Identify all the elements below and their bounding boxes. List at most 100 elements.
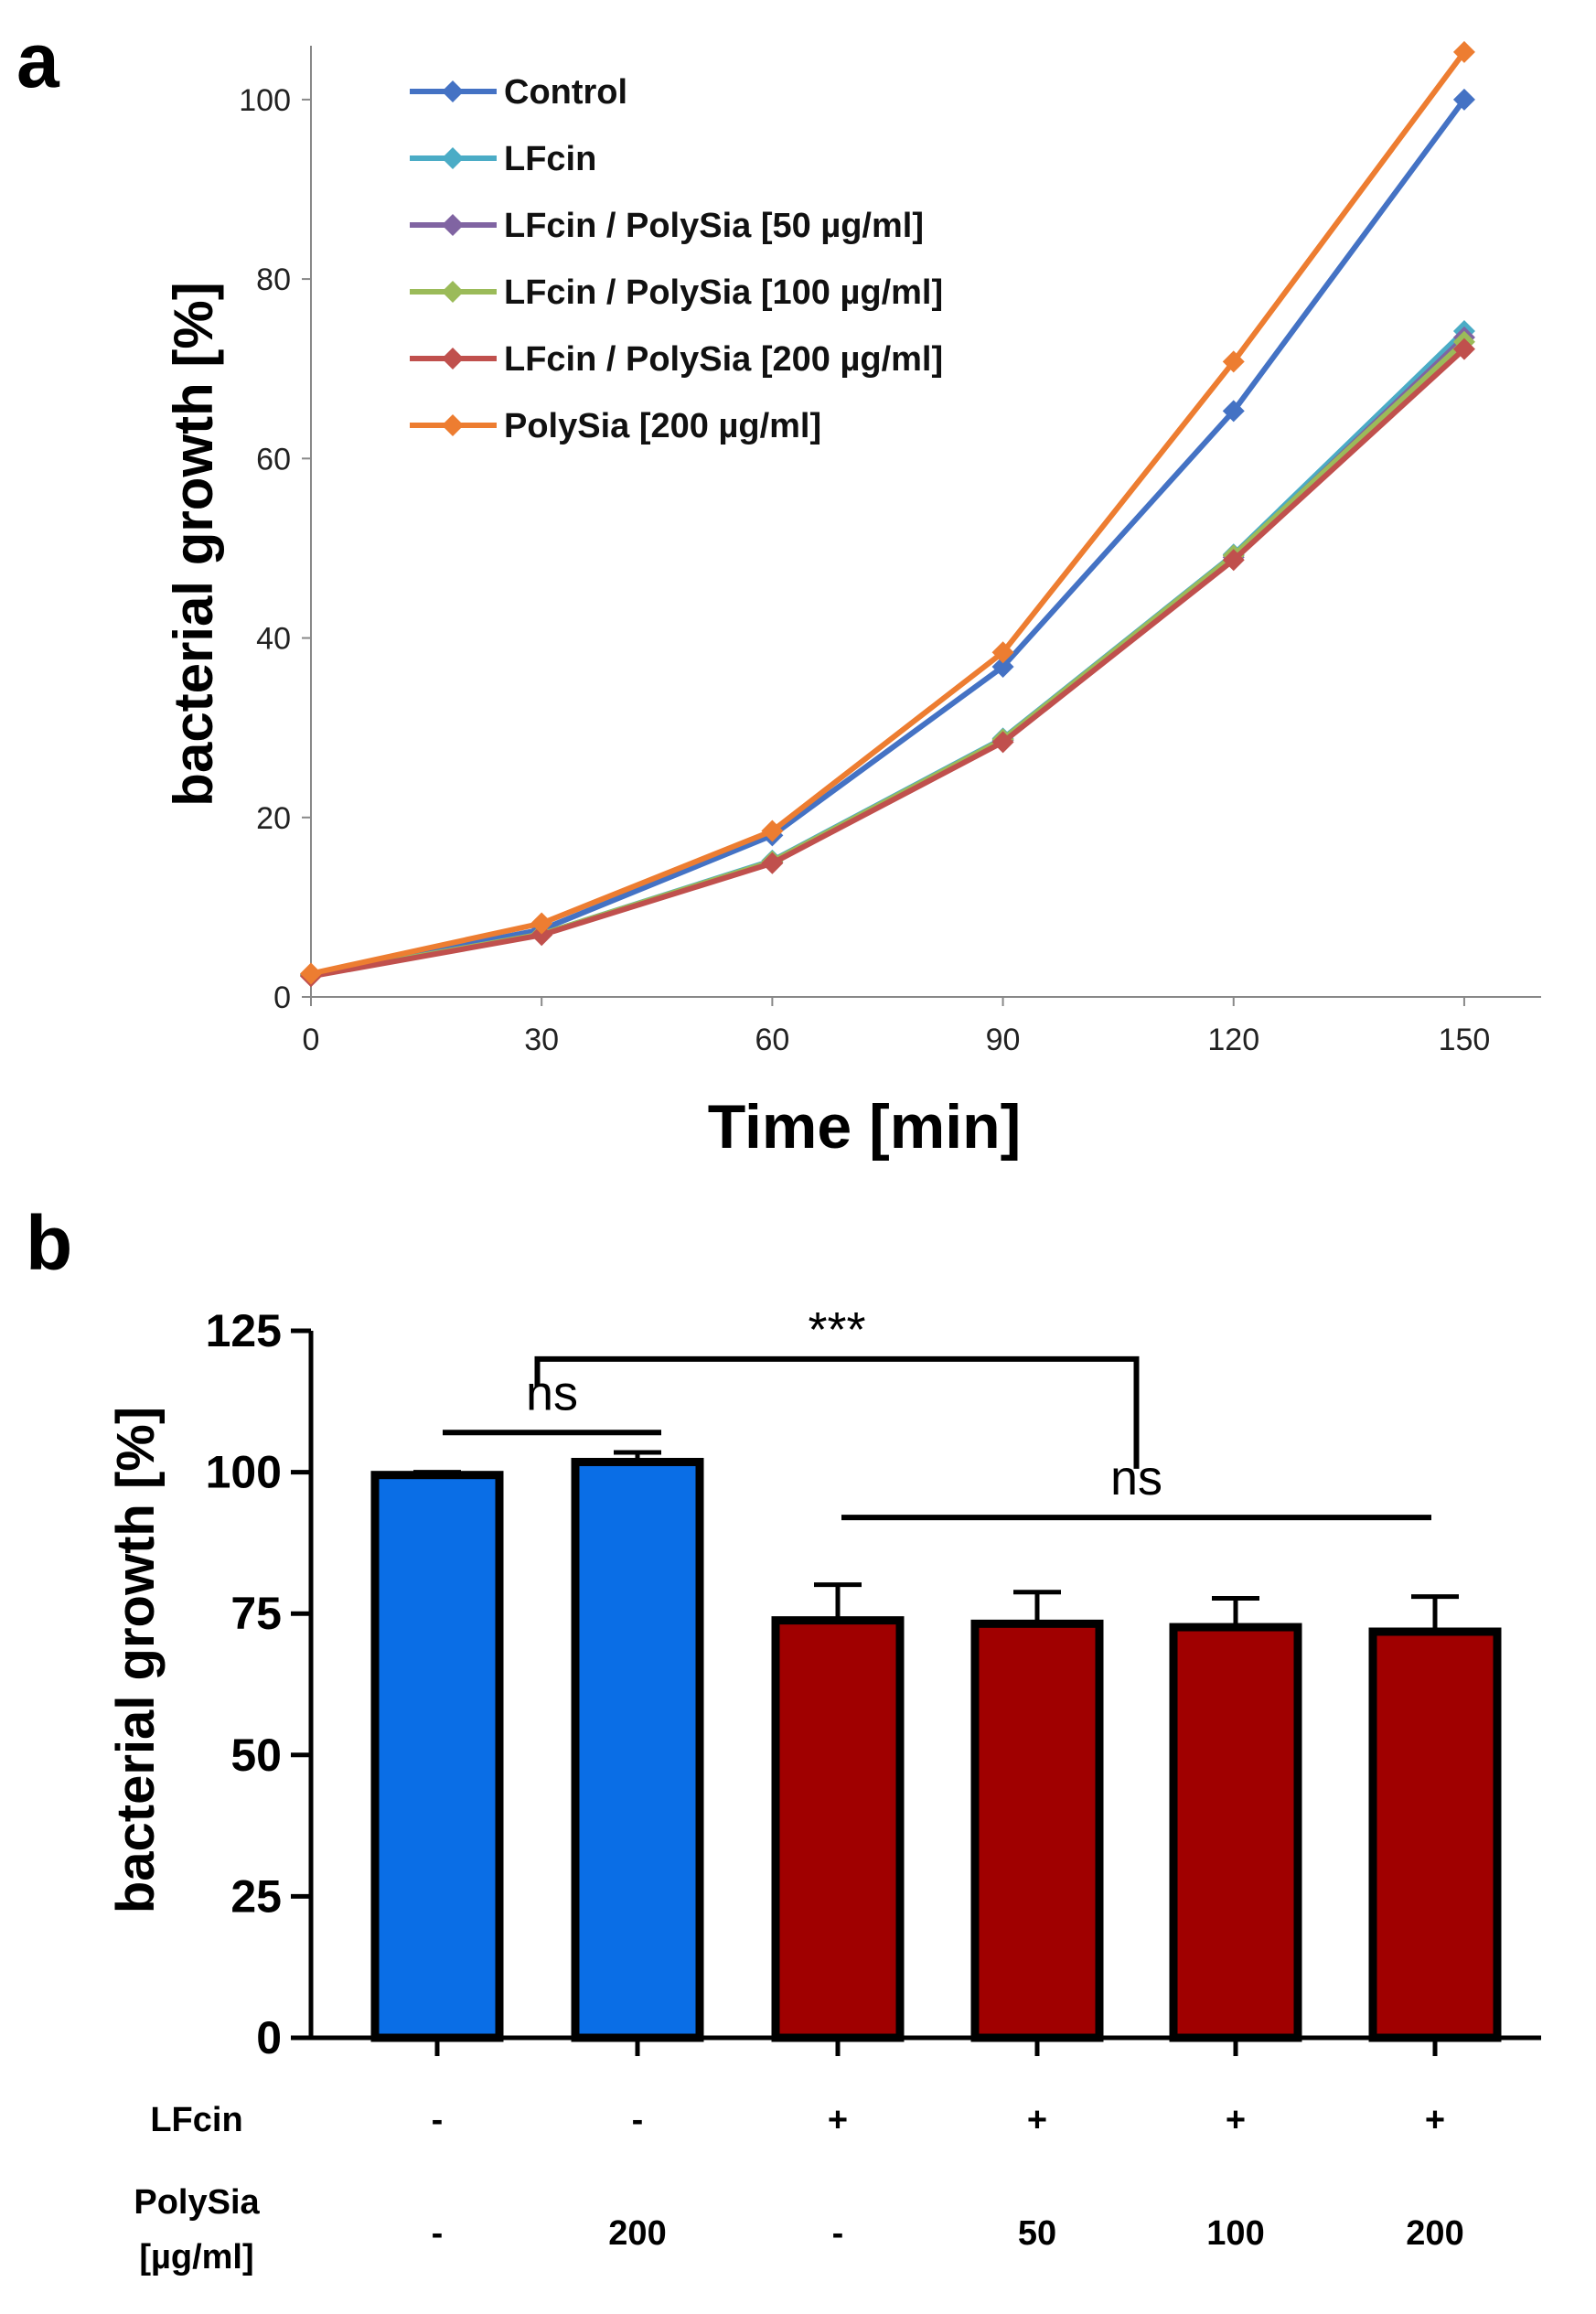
bar [1169,1623,1302,2042]
panel-b-y-tick-label: 50 [230,1730,282,1781]
legend-item-lfcin-polysia-100-g-ml: LFcin / PolySia [100 µg/ml] [410,273,943,312]
condition-value: 200 [1406,2214,1463,2253]
panel-b-bar-chart: b 0 25 50 75 100 125 ns *** ns LFcin - - + + + + PolyS… [26,1200,1541,2277]
significance-bracket-1: ns [443,1366,661,1436]
significance-bracket-2: *** [534,1302,1140,1469]
panel-b-y-axis-title: bacterial growth [%] [106,1407,166,1913]
series-lfcin [300,320,1475,987]
legend-item-polysia-200-g-ml: PolySia [200 µg/ml] [410,407,821,445]
legend-item-lfcin: LFcin [410,140,596,178]
panel-a-line-chart: a 0 20 40 60 80 100 0 30 60 90 120 150 Control LFcin… [16,17,1541,1162]
panel-b-y-tick-label: 125 [206,1305,282,1356]
data-point [1452,88,1475,111]
panel-a-legend: Control LFcin LFcin / PolySia [50 µg/ml] LF… [410,73,943,445]
panel-b-bars [370,1450,1502,2042]
bar [970,1619,1104,2042]
data-point [1222,400,1245,423]
legend-marker [442,147,464,169]
bar-group-1 [370,1470,504,2042]
legend-label: LFcin / PolySia [50 µg/ml] [504,207,924,245]
data-point [761,852,784,874]
significance-label: ns [1110,1451,1162,1505]
panel-a-y-tick-label: 80 [256,262,291,297]
bar-group-6 [1368,1594,1502,2042]
panel-a-x-tick-label: 150 [1439,1023,1491,1057]
panel-a-series [300,40,1475,988]
condition-value: 50 [1018,2214,1056,2253]
condition-value: 100 [1206,2214,1264,2253]
condition-value: + [1027,2101,1047,2139]
legend-item-lfcin-polysia-50-g-ml: LFcin / PolySia [50 µg/ml] [410,207,924,245]
legend-label: LFcin / PolySia [200 µg/ml] [504,340,943,379]
panel-b-y-tick-label: 100 [206,1447,282,1498]
panel-a-y-tick-label: 100 [239,83,291,118]
panel-b-conditions: LFcin - - + + + + PolySia [µg/ml] - 200 - 50 100 200 [134,2101,1463,2277]
bar-group-3 [771,1582,905,2042]
legend-item-control: Control [410,73,627,112]
series-line-control [310,98,1467,978]
condition-value: 200 [608,2214,666,2253]
bar-group-5 [1169,1596,1302,2042]
series-line-lfcin-polysia-50-g-ml [310,335,1466,979]
panel-a-x-tick-label: 30 [524,1023,559,1057]
data-point [991,641,1014,664]
data-point [1452,40,1475,63]
significance-bracket-3: ns [841,1451,1431,1521]
bar [771,1616,905,2042]
panel-a-y-tick-label: 40 [256,622,291,657]
condition-value: - [432,2214,444,2253]
data-point [1222,549,1245,572]
condition-value: - [432,2101,444,2139]
bar-group-2 [571,1450,704,2042]
significance-label: ns [526,1366,578,1420]
condition-value: + [828,2101,848,2139]
legend-marker [442,80,464,102]
condition-row-polysia: PolySia [µg/ml] - 200 - 50 100 200 [134,2183,1463,2277]
data-point [1452,337,1475,360]
panel-a-y-tick-label: 20 [256,801,291,836]
series-line-polysia-200-g-ml [310,50,1467,977]
data-point [1222,350,1245,373]
panel-a-y-tick-label: 60 [256,442,291,477]
series-line-lfcin-polysia-200-g-ml [310,347,1466,980]
series-polysia-200-g-ml [300,40,1475,985]
panel-b-y-tick-label: 25 [230,1870,282,1922]
series-line-lfcin-polysia-100-g-ml [310,339,1466,979]
legend-label: Control [504,73,627,112]
panel-a-x-tick-label: 60 [755,1023,789,1057]
legend-label: PolySia [200 µg/ml] [504,407,821,445]
series-lfcin-polysia-100-g-ml [300,330,1475,987]
panel-a-y-axis-title: bacterial growth [%] [163,282,224,806]
panel-b-y-tick-label: 0 [256,2012,282,2063]
panel-b-significance: ns *** ns [443,1302,1431,1521]
series-lfcin-polysia-200-g-ml [300,337,1475,988]
significance-label: *** [808,1302,865,1357]
panel-b-label: b [26,1200,72,1286]
legend-label: LFcin [504,140,596,178]
condition-row-label: PolySia [134,2183,260,2222]
data-point [991,731,1014,754]
condition-row-unit: [µg/ml] [139,2238,253,2277]
condition-value: - [632,2101,644,2139]
panel-b-axes: 0 25 50 75 100 125 [206,1305,1541,2063]
legend-marker [442,348,464,370]
bar-group-4 [970,1590,1104,2042]
panel-a-x-tick-label: 0 [303,1023,320,1057]
condition-row-label: LFcin [150,2101,242,2139]
condition-value: + [1425,2101,1445,2139]
data-point [761,820,784,842]
data-point [991,655,1014,678]
condition-row-lfcin: LFcin - - + + + + [150,2101,1445,2139]
panel-a-axes: 0 20 40 60 80 100 0 30 60 90 120 150 [239,46,1541,1057]
legend-label: LFcin / PolySia [100 µg/ml] [504,273,943,312]
legend-item-lfcin-polysia-200-g-ml: LFcin / PolySia [200 µg/ml] [410,340,943,379]
panel-a-y-tick-label: 0 [273,980,291,1015]
bar [370,1471,504,2042]
bar [1368,1627,1502,2042]
panel-a-x-axis-title: Time [min] [708,1092,1022,1162]
data-point [530,912,553,935]
bracket-line [534,1355,1140,1469]
legend-marker [442,414,464,436]
